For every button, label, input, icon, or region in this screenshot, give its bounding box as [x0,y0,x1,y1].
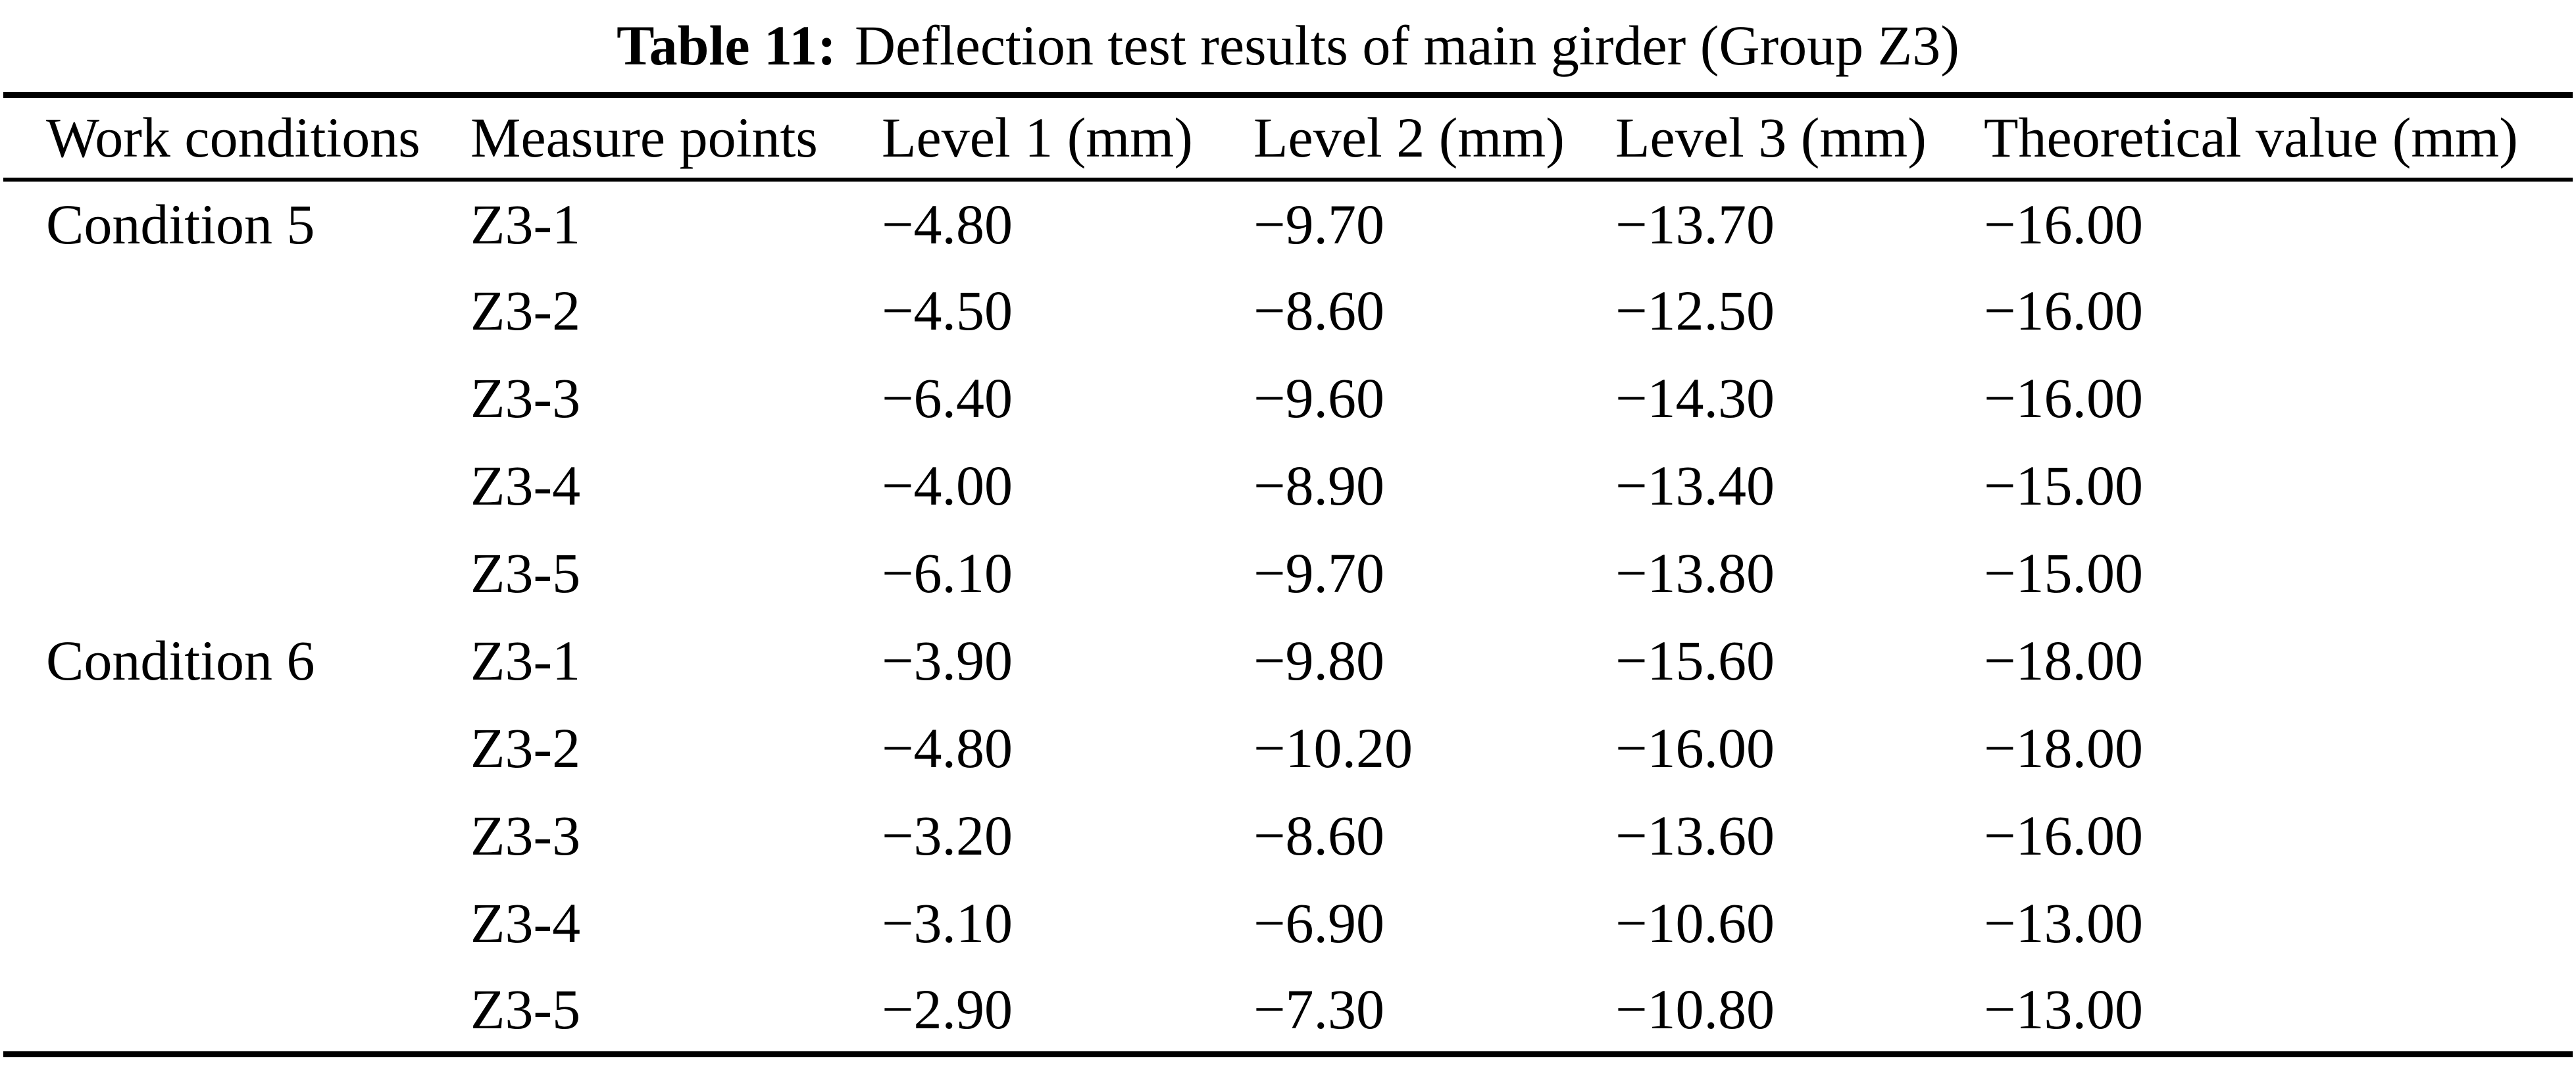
cell-condition [3,355,470,442]
cell-theoretical: −16.00 [1984,366,2144,430]
table-row: Z3-3 −6.40 −9.60 −14.30 −16.00 [3,355,2573,442]
header-theoretical-value: Theoretical value (mm) [1984,106,2518,170]
cell-measure-point: Z3-2 [470,716,581,780]
cell-level3: −10.80 [1615,977,1775,1041]
cell-level1: −3.20 [882,804,1013,867]
cell-condition [3,530,470,617]
cell-level1: −4.50 [882,279,1013,342]
cell-level2: −8.90 [1253,454,1385,517]
table-row: Z3-4 −4.00 −8.90 −13.40 −15.00 [3,442,2573,530]
cell-measure-point: Z3-4 [470,454,581,517]
cell-level2: −8.60 [1253,804,1385,867]
cell-measure-point: Z3-2 [470,279,581,342]
table-header-row: Work conditions Measure points Level 1 (… [3,95,2573,180]
cell-level2: −10.20 [1253,716,1413,780]
cell-level3: −13.40 [1615,454,1775,517]
cell-condition [3,442,470,530]
cell-level2: −6.90 [1253,891,1385,955]
table-caption: Table 11: Deflection test results of main… [0,0,2576,92]
cell-theoretical: −16.00 [1984,279,2144,342]
cell-level1: −6.40 [882,366,1013,430]
cell-level3: −13.60 [1615,804,1775,867]
cell-measure-point: Z3-1 [470,192,581,256]
cell-level1: −2.90 [882,977,1013,1041]
cell-level3: −13.70 [1615,192,1775,256]
cell-condition [3,880,470,967]
cell-level1: −4.80 [882,716,1013,780]
cell-level2: −9.70 [1253,192,1385,256]
table-caption-label: Table 11: [617,14,836,77]
cell-level2: −8.60 [1253,279,1385,342]
cell-theoretical: −15.00 [1984,541,2144,605]
cell-condition [3,967,470,1055]
cell-measure-point: Z3-4 [470,891,581,955]
cell-measure-point: Z3-3 [470,366,581,430]
cell-level1: −6.10 [882,541,1013,605]
cell-level2: −9.80 [1253,629,1385,692]
table-row: Condition 6 Z3-1 −3.90 −9.80 −15.60 −18.… [3,617,2573,705]
cell-theoretical: −18.00 [1984,629,2144,692]
table-row: Z3-3 −3.20 −8.60 −13.60 −16.00 [3,792,2573,880]
header-work-conditions: Work conditions [46,106,420,170]
cell-level3: −14.30 [1615,366,1775,430]
table-row: Z3-4 −3.10 −6.90 −10.60 −13.00 [3,880,2573,967]
table-row: Z3-5 −2.90 −7.30 −10.80 −13.00 [3,967,2573,1055]
table-row: Condition 5 Z3-1 −4.80 −9.70 −13.70 −16.… [3,180,2573,267]
cell-theoretical: −16.00 [1984,804,2144,867]
table-row: Z3-5 −6.10 −9.70 −13.80 −15.00 [3,530,2573,617]
cell-level1: −3.10 [882,891,1013,955]
header-level2: Level 2 (mm) [1253,106,1565,170]
cell-level2: −9.60 [1253,366,1385,430]
header-level1: Level 1 (mm) [882,106,1193,170]
cell-condition: Condition 6 [46,629,315,692]
cell-theoretical: −18.00 [1984,716,2144,780]
cell-condition [3,705,470,792]
table-row: Z3-2 −4.80 −10.20 −16.00 −18.00 [3,705,2573,792]
cell-level1: −3.90 [882,629,1013,692]
cell-level1: −4.00 [882,454,1013,517]
cell-condition [3,792,470,880]
cell-level3: −16.00 [1615,716,1775,780]
header-level3: Level 3 (mm) [1615,106,1927,170]
table-caption-text: Deflection test results of main girder (… [854,14,1959,77]
cell-level3: −13.80 [1615,541,1775,605]
cell-theoretical: −13.00 [1984,977,2144,1041]
cell-level3: −12.50 [1615,279,1775,342]
cell-measure-point: Z3-5 [470,541,581,605]
header-measure-points: Measure points [470,106,818,170]
cell-theoretical: −13.00 [1984,891,2144,955]
cell-level2: −7.30 [1253,977,1385,1041]
cell-level3: −15.60 [1615,629,1775,692]
cell-condition: Condition 5 [46,192,315,256]
table-row: Z3-2 −4.50 −8.60 −12.50 −16.00 [3,267,2573,355]
cell-level3: −10.60 [1615,891,1775,955]
cell-theoretical: −16.00 [1984,192,2144,256]
cell-level2: −9.70 [1253,541,1385,605]
cell-theoretical: −15.00 [1984,454,2144,517]
cell-measure-point: Z3-5 [470,977,581,1041]
cell-level1: −4.80 [882,192,1013,256]
cell-condition [3,267,470,355]
cell-measure-point: Z3-1 [470,629,581,692]
deflection-results-table: Work conditions Measure points Level 1 (… [3,92,2573,1057]
cell-measure-point: Z3-3 [470,804,581,867]
